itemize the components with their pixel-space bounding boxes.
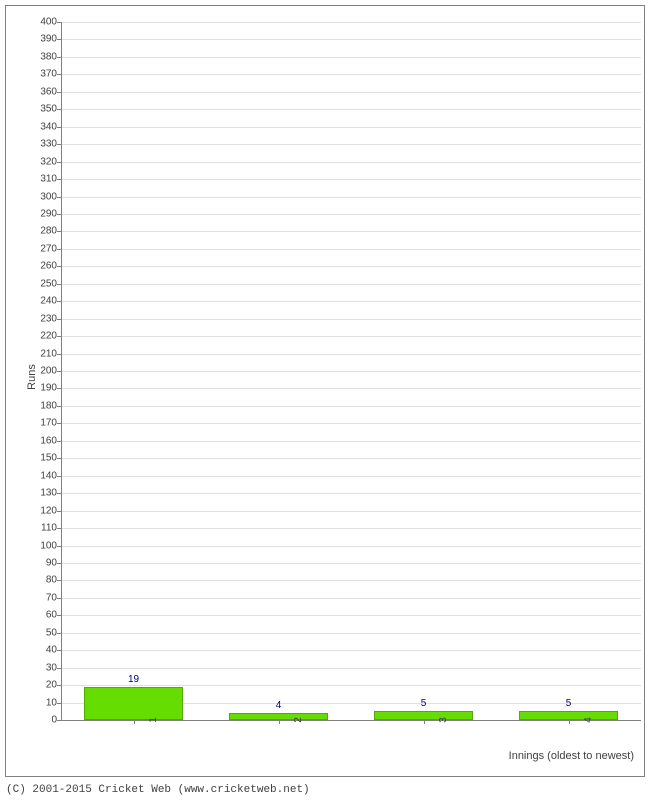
ytick-label: 130 [40,488,61,499]
gridline [61,284,641,285]
gridline [61,214,641,215]
ytick-label: 200 [40,366,61,377]
gridline [61,458,641,459]
ytick-label: 370 [40,69,61,80]
gridline [61,22,641,23]
ytick-label: 180 [40,400,61,411]
gridline [61,406,641,407]
ytick-label: 300 [40,191,61,202]
gridline [61,319,641,320]
ytick-label: 30 [46,662,61,673]
bar-value-label: 19 [128,674,139,685]
ytick-label: 350 [40,104,61,115]
ytick-label: 140 [40,470,61,481]
bar-value-label: 5 [421,698,427,709]
gridline [61,109,641,110]
gridline [61,92,641,93]
ytick-label: 380 [40,51,61,62]
ytick-label: 310 [40,174,61,185]
gridline [61,423,641,424]
gridline [61,650,641,651]
gridline [61,144,641,145]
ytick-label: 70 [46,592,61,603]
gridline [61,266,641,267]
ytick-label: 150 [40,453,61,464]
ytick-label: 270 [40,243,61,254]
ytick-label: 110 [41,523,61,534]
gridline [61,197,641,198]
y-axis-line [61,22,62,720]
gridline [61,301,641,302]
chart-frame: 0 10 20 30 40 50 60 70 80 90 100 110 120 130 140 150 160… [5,5,645,777]
ytick-label: 230 [40,313,61,324]
bar-value-label: 5 [566,698,572,709]
ytick-label: 280 [40,226,61,237]
gridline [61,580,641,581]
ytick-label: 120 [40,505,61,516]
ytick-label: 210 [40,348,61,359]
gridline [61,633,641,634]
ytick-label: 240 [40,296,61,307]
ytick-label: 160 [40,435,61,446]
bar-value-label: 4 [276,700,282,711]
ytick-label: 90 [46,557,61,568]
gridline [61,371,641,372]
plot-area: 0102030405060708090100110120130140150160… [61,22,641,720]
xtick-label: 2 [279,717,304,723]
ytick-label: 190 [40,383,61,394]
gridline [61,39,641,40]
ytick-label: 50 [46,627,61,638]
gridline [61,179,641,180]
copyright-text: (C) 2001-2015 Cricket Web (www.cricketwe… [6,784,310,796]
xtick-label: 3 [424,717,449,723]
gridline [61,231,641,232]
gridline [61,336,641,337]
gridline [61,74,641,75]
gridline [61,476,641,477]
gridline [61,511,641,512]
ytick-label: 40 [46,645,61,656]
ytick-label: 60 [46,610,61,621]
bar [84,687,183,720]
gridline [61,57,641,58]
ytick-label: 10 [46,697,61,708]
gridline [61,441,641,442]
gridline [61,546,641,547]
gridline [61,354,641,355]
ytick-label: 100 [40,540,61,551]
ytick-label: 0 [51,715,61,726]
ytick-label: 340 [40,121,61,132]
gridline [61,493,641,494]
ytick-label: 290 [40,208,61,219]
ytick-label: 400 [40,17,61,28]
ytick-label: 390 [40,34,61,45]
gridline [61,127,641,128]
ytick-label: 220 [40,331,61,342]
gridline [61,249,641,250]
gridline [61,615,641,616]
y-axis-label: Runs [26,364,38,390]
gridline [61,162,641,163]
ytick-label: 250 [40,278,61,289]
ytick-label: 320 [40,156,61,167]
gridline [61,563,641,564]
gridline [61,388,641,389]
chart-container: 0 10 20 30 40 50 60 70 80 90 100 110 120 130 140 150 160… [0,0,650,800]
gridline [61,598,641,599]
ytick-label: 20 [46,680,61,691]
xtick-label: 4 [569,717,594,723]
gridline [61,528,641,529]
ytick-label: 260 [40,261,61,272]
xtick-label: 1 [134,717,159,723]
ytick-label: 330 [40,139,61,150]
ytick-label: 170 [40,418,61,429]
ytick-label: 80 [46,575,61,586]
ytick-label: 360 [40,86,61,97]
gridline [61,668,641,669]
x-axis-label: Innings (oldest to newest) [509,750,634,762]
